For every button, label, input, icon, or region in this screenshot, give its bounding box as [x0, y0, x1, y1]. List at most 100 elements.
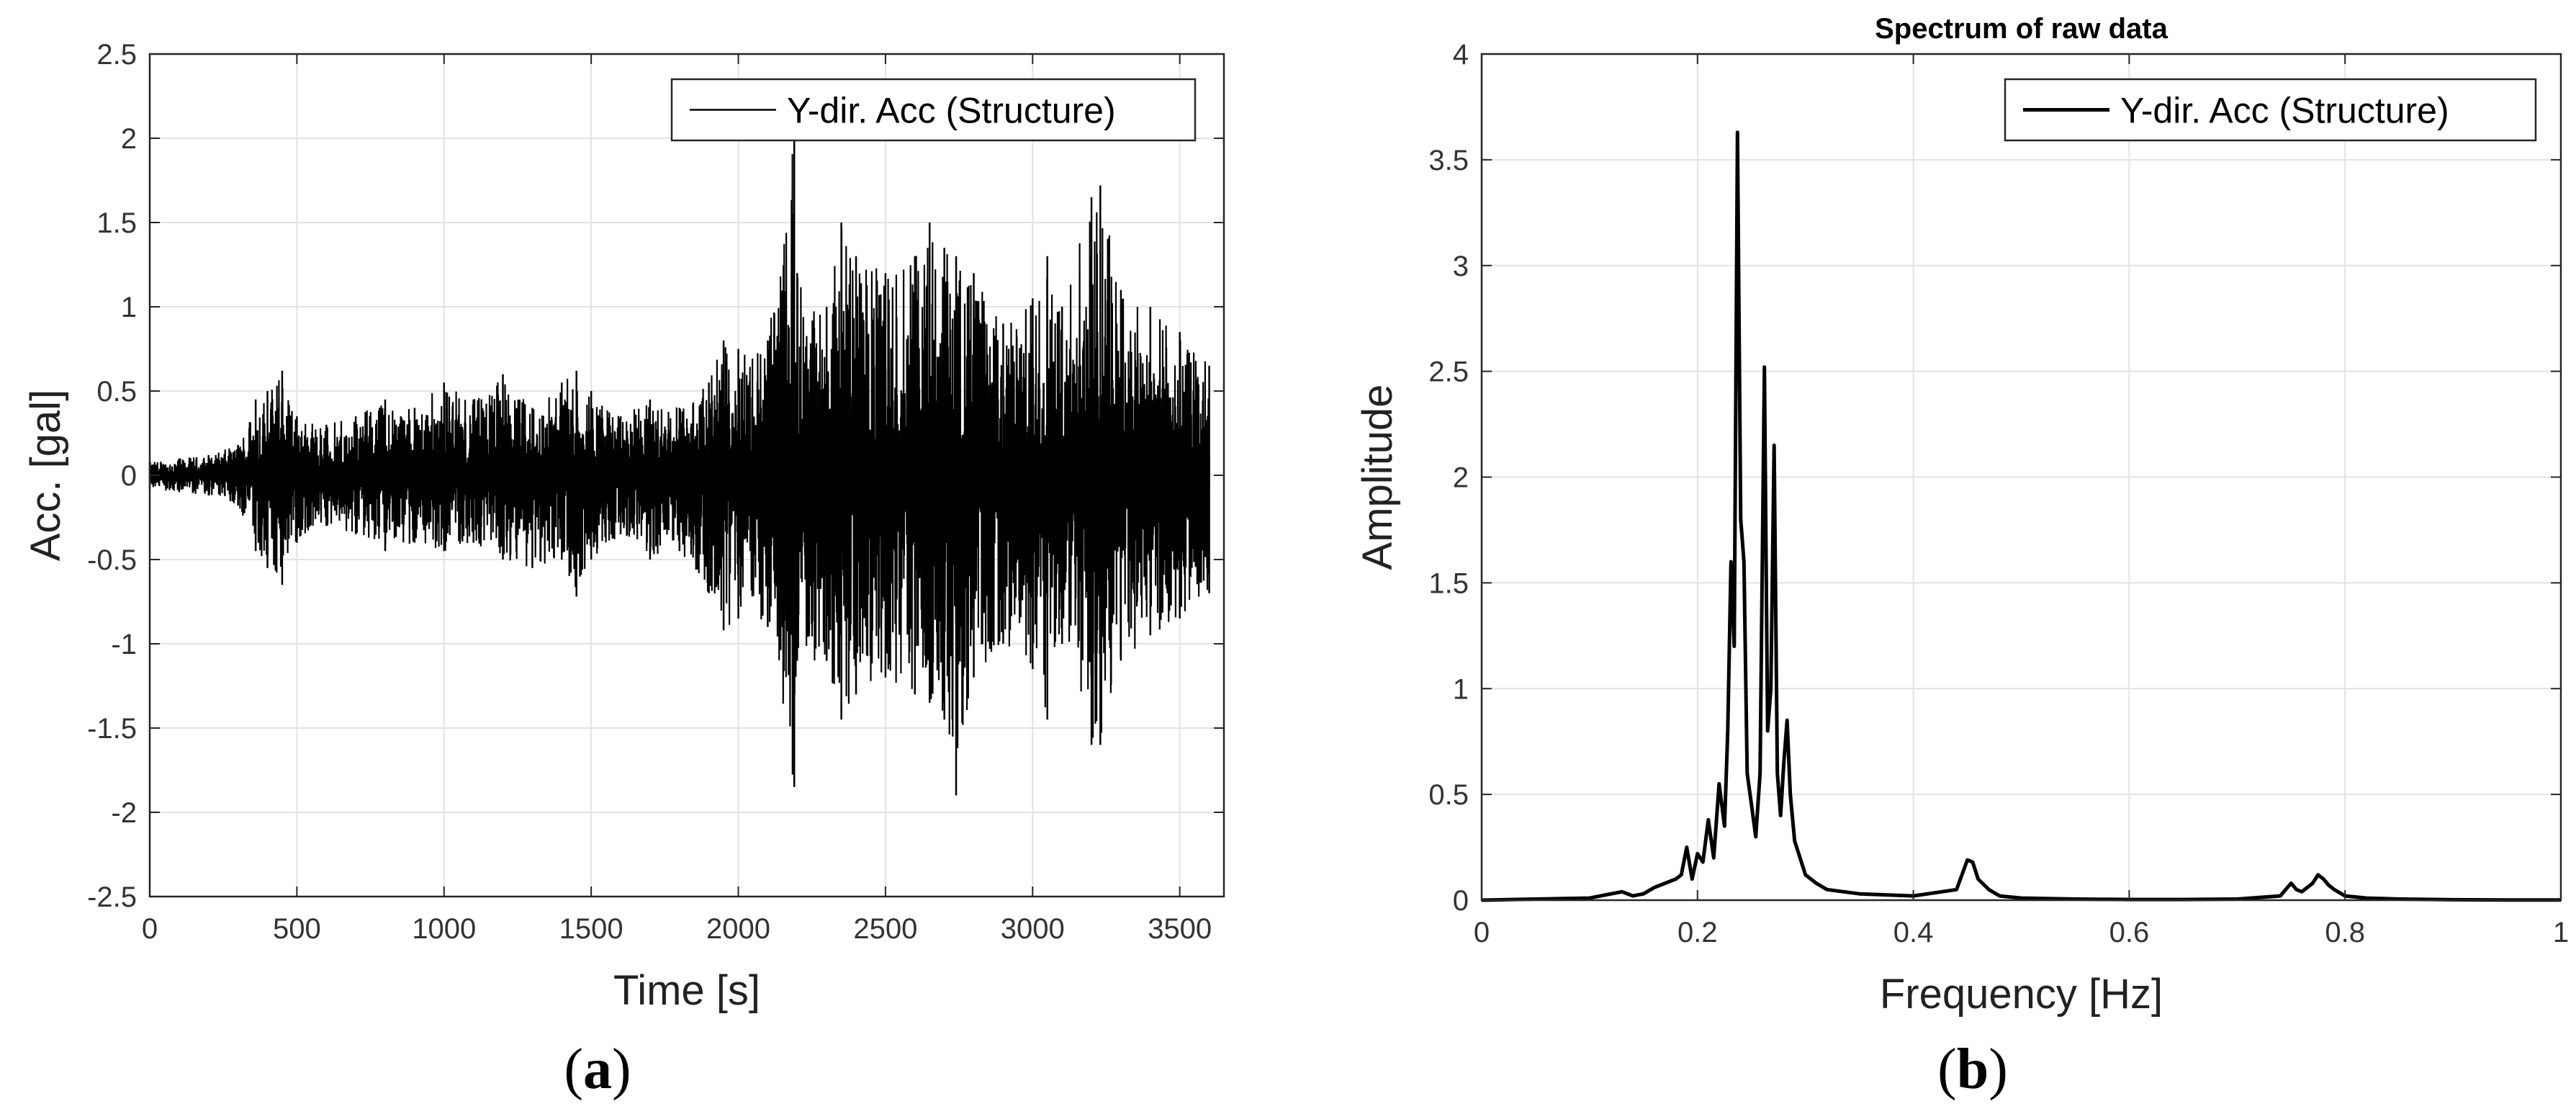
- data-point: [2317, 874, 2319, 876]
- x-tick-label: 0.6: [2109, 917, 2150, 948]
- y-tick-label: 0.5: [1428, 779, 1469, 811]
- y-tick-label: 2.5: [96, 39, 137, 71]
- y-tick-label: 0: [1453, 885, 1469, 917]
- x-tick-label: 0.2: [1677, 917, 1718, 948]
- data-point: [1955, 889, 1958, 891]
- data-point: [1718, 783, 1720, 785]
- data-point: [1724, 825, 1726, 827]
- x-tick-label: 1: [2553, 917, 2569, 948]
- data-point: [1730, 560, 1732, 563]
- data-point: [1631, 894, 1634, 897]
- panel-caption-b: (b): [1937, 1038, 2008, 1101]
- data-point: [1966, 858, 1968, 861]
- panel-caption-b-letter: b: [1956, 1038, 1989, 1101]
- data-point: [2328, 884, 2330, 886]
- data-point: [2312, 882, 2314, 884]
- y-axis-label: Acc. [gal]: [22, 390, 69, 562]
- x-tick-label: 0.8: [2325, 917, 2365, 948]
- data-point: [1783, 761, 1785, 764]
- data-point: [1685, 846, 1688, 848]
- data-point: [2333, 889, 2336, 891]
- data-point: [1746, 772, 1748, 774]
- data-point: [1696, 853, 1698, 855]
- x-tick-label: 0: [142, 913, 158, 945]
- chart-title: Spectrum of raw data: [1875, 13, 2169, 45]
- data-point: [1773, 444, 1775, 446]
- data-point: [1767, 729, 1769, 732]
- data-point: [1804, 874, 1806, 876]
- panel-caption-a: (a): [564, 1038, 631, 1101]
- y-tick-label: -2: [111, 797, 137, 829]
- data-point: [1999, 894, 2001, 897]
- x-tick-label: 1000: [412, 913, 476, 945]
- data-point: [1707, 819, 1709, 821]
- data-point: [2323, 878, 2325, 880]
- data-point: [2365, 897, 2368, 899]
- y-tick-label: 2.5: [1428, 356, 1469, 388]
- y-tick-label: 0.5: [96, 376, 137, 408]
- y-tick-label: 1: [1453, 673, 1469, 705]
- data-point: [1793, 840, 1796, 842]
- data-point: [1743, 560, 1745, 563]
- data-point: [1691, 878, 1693, 880]
- x-tick-label: 0: [1474, 917, 1490, 948]
- data-point: [2301, 891, 2303, 893]
- chart-panel-b: 0 0.2 0.4 0.6 0.8 1 0 0.5 1 1.5 2 2.5 3 3.5 4 Frequency…: [1354, 13, 2569, 1018]
- y-tick-label: 1: [121, 292, 137, 323]
- data-point: [1755, 835, 1757, 838]
- data-point: [1642, 892, 1645, 895]
- data-point: [1826, 889, 1828, 891]
- data-point: [1621, 891, 1623, 893]
- y-tick-label: -2.5: [87, 881, 137, 913]
- x-axis-label: Frequency [Hz]: [1880, 971, 2163, 1018]
- data-point: [1971, 861, 1974, 863]
- data-point: [1653, 886, 1656, 889]
- x-tick-label: 3500: [1148, 913, 1212, 945]
- y-tick-label: -1.5: [87, 713, 137, 745]
- y-tick-label: 2: [121, 123, 137, 155]
- data-point: [1750, 804, 1752, 807]
- data-point: [1815, 882, 1817, 884]
- x-axis-label: Time [s]: [613, 967, 760, 1014]
- data-point: [1786, 719, 1788, 722]
- data-point: [1737, 131, 1739, 133]
- data-point: [1713, 857, 1715, 859]
- data-point: [1733, 645, 1735, 647]
- panel-caption-a-letter: a: [583, 1038, 612, 1101]
- data-point: [1726, 729, 1729, 732]
- x-tick-label: 3000: [1001, 913, 1065, 945]
- legend-label: Y-dir. Acc (Structure): [2120, 91, 2449, 131]
- x-tick-label: 0.4: [1893, 917, 1934, 948]
- x-tick-label: 500: [273, 913, 321, 945]
- data-point: [1675, 878, 1677, 880]
- y-tick-label: 3.5: [1428, 145, 1469, 176]
- y-tick-label: 4: [1453, 39, 1469, 71]
- data-point: [1780, 814, 1782, 817]
- y-tick-label: -0.5: [87, 544, 137, 576]
- x-tick-label: 2000: [706, 913, 770, 945]
- data-point: [1680, 874, 1683, 876]
- data-point: [1610, 892, 1613, 895]
- y-tick-label: 1.5: [1428, 567, 1469, 599]
- data-point: [1702, 861, 1704, 863]
- legend-label: Y-dir. Acc (Structure): [787, 91, 1116, 131]
- y-tick-label: -1: [111, 629, 137, 660]
- data-point: [1789, 793, 1791, 796]
- data-point: [1988, 889, 1990, 891]
- data-point: [2295, 889, 2297, 891]
- y-axis-label: Amplitude: [1354, 385, 1401, 570]
- x-tick-label: 2500: [853, 913, 917, 945]
- y-tick-label: 1.5: [96, 207, 137, 239]
- y-tick-label: 2: [1453, 462, 1469, 494]
- x-tick-label: 1500: [559, 913, 623, 945]
- y-tick-label: 3: [1453, 251, 1469, 282]
- data-point: [2279, 894, 2282, 897]
- data-point: [1776, 772, 1778, 774]
- data-point: [1977, 878, 1979, 880]
- data-point: [1763, 366, 1765, 368]
- data-point: [1588, 897, 1591, 899]
- data-point: [1739, 518, 1742, 521]
- data-point: [1858, 892, 1860, 895]
- y-tick-label: 0: [121, 460, 137, 492]
